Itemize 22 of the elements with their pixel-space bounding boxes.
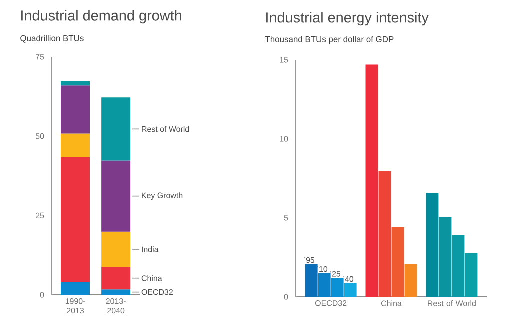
bar (344, 283, 357, 297)
bar (331, 278, 344, 297)
bar (404, 264, 418, 297)
bar (366, 64, 378, 297)
bar (318, 273, 331, 297)
bar (61, 134, 90, 158)
bar (61, 86, 90, 134)
bar (102, 267, 131, 290)
bar (378, 171, 392, 297)
chart-title: Industrial energy intensity (266, 12, 429, 26)
bar (102, 160, 131, 232)
bar (102, 290, 131, 295)
bar (61, 81, 90, 86)
bar (392, 227, 404, 297)
chart-title: Industrial demand growth (22, 10, 182, 24)
bar (305, 264, 318, 297)
chart-subtitle: Thousand BTUs per dollar of GDP (265, 36, 394, 44)
bar (61, 282, 90, 295)
bar (61, 157, 90, 282)
bar (102, 232, 131, 268)
bar (102, 98, 131, 161)
chart-subtitle: Quadrillion BTUs (20, 35, 84, 43)
